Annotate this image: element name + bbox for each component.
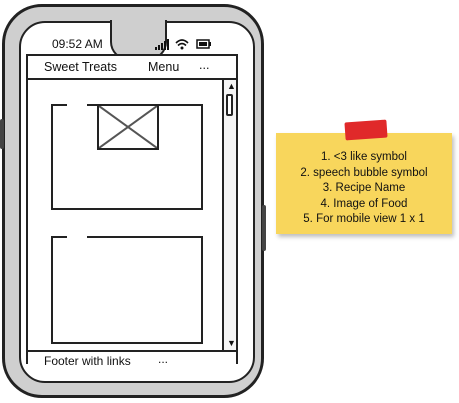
card-edge-gap — [67, 103, 87, 108]
food-image-placeholder — [97, 104, 159, 150]
note-line: 5. For mobile view 1 x 1 — [303, 213, 425, 225]
tape-strip — [344, 119, 388, 141]
card-edge-gap — [67, 235, 87, 240]
volume-button — [0, 119, 4, 149]
footer-links[interactable]: Footer with links — [44, 354, 131, 368]
note-line: 2. speech bubble symbol — [300, 166, 428, 179]
recipe-card[interactable] — [51, 103, 203, 210]
sticky-note: 1. <3 like symbol 2. speech bubble symbo… — [276, 119, 452, 234]
recipe-feed — [28, 80, 222, 350]
navbar: Sweet Treats Menu ... — [28, 56, 236, 80]
footer-more-button[interactable]: ... — [158, 352, 169, 366]
wifi-icon — [175, 39, 189, 50]
status-icons — [155, 39, 211, 50]
more-menu-button[interactable]: ... — [199, 58, 210, 72]
image-placeholder-icon — [98, 105, 158, 149]
note-line: 4. Image of Food — [320, 197, 408, 210]
scroll-up-arrow-icon[interactable]: ▲ — [227, 81, 236, 91]
footer: Footer with links ... — [28, 350, 236, 368]
note-line: 1. <3 like symbol — [321, 151, 407, 163]
menu-link[interactable]: Menu — [148, 60, 180, 74]
battery-icon — [196, 39, 211, 49]
scrollbar-thumb[interactable] — [226, 94, 233, 116]
app-screen: Sweet Treats Menu ... ▲ ▼ Footer with li… — [26, 54, 238, 368]
scroll-down-arrow-icon[interactable]: ▼ — [227, 338, 236, 348]
power-button — [262, 205, 266, 251]
brand-title[interactable]: Sweet Treats — [44, 60, 117, 74]
note-list: 1. <3 like symbol 2. speech bubble symbo… — [276, 150, 452, 228]
vertical-scrollbar[interactable]: ▲ ▼ — [222, 80, 236, 352]
signal-icon — [155, 39, 169, 50]
status-time: 09:52 AM — [52, 37, 103, 51]
recipe-card[interactable] — [51, 235, 203, 344]
note-line: 3. Recipe Name — [322, 182, 406, 194]
